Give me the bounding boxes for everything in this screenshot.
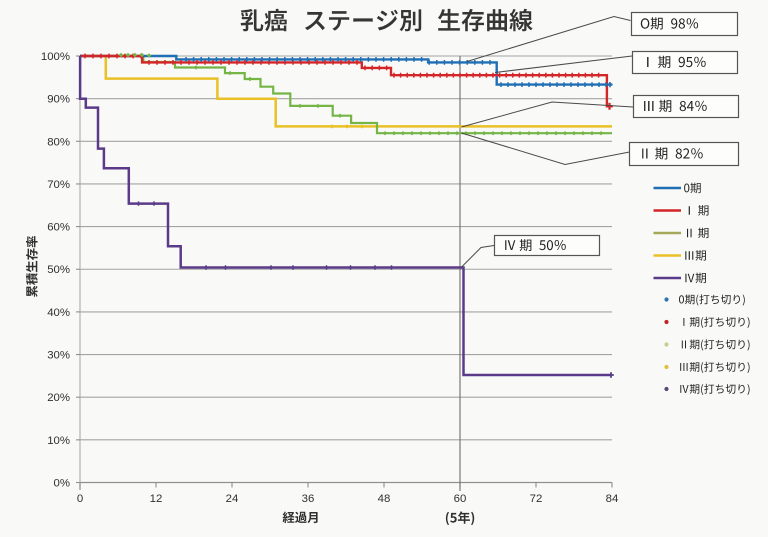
svg-text:24: 24 <box>226 493 239 505</box>
svg-text:60%: 60% <box>47 222 70 234</box>
svg-text:72: 72 <box>530 493 543 505</box>
svg-text:40%: 40% <box>47 307 70 319</box>
svg-text:90%: 90% <box>47 94 70 106</box>
svg-text:80%: 80% <box>47 136 70 148</box>
svg-text:70%: 70% <box>47 179 70 191</box>
svg-text:10%: 10% <box>47 435 70 447</box>
svg-text:48: 48 <box>378 493 391 505</box>
svg-text:100%: 100% <box>41 51 70 63</box>
svg-text:20%: 20% <box>47 392 70 404</box>
svg-text:30%: 30% <box>47 350 70 362</box>
svg-text:0: 0 <box>77 493 83 505</box>
svg-text:36: 36 <box>302 493 315 505</box>
svg-text:12: 12 <box>150 493 163 505</box>
svg-text:84: 84 <box>606 493 619 505</box>
svg-text:60: 60 <box>454 493 467 505</box>
svg-text:50%: 50% <box>47 264 70 276</box>
svg-text:0%: 0% <box>54 478 70 490</box>
